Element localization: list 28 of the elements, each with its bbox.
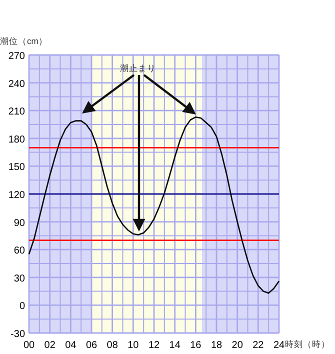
x-tick-label: 00 — [23, 340, 35, 351]
y-axis-title: 潮位（cm） — [0, 36, 48, 46]
y-tick-label: 120 — [8, 190, 26, 201]
y-tick-label: 270 — [8, 51, 26, 62]
y-tick-label: 30 — [14, 273, 26, 284]
x-tick-label: 24 — [273, 340, 285, 351]
y-tick-label: 90 — [14, 218, 26, 229]
x-tick-label: 10 — [128, 340, 140, 351]
x-tick-label: 18 — [210, 340, 222, 351]
x-axis-title: 時刻（時） — [285, 339, 330, 349]
x-tick-label: 02 — [44, 340, 56, 351]
x-tick-label: 04 — [65, 340, 77, 351]
x-tick-label: 06 — [86, 340, 98, 351]
x-tick-label: 08 — [106, 340, 118, 351]
y-tick-label: 150 — [8, 162, 26, 174]
y-tick-label: 0 — [19, 301, 26, 312]
x-tick-label: 14 — [169, 340, 181, 351]
y-tick-label: 240 — [8, 78, 26, 90]
x-tick-label: 12 — [148, 340, 160, 351]
annotation: 潮止まり — [120, 63, 156, 73]
y-tick-label: -30 — [10, 329, 26, 340]
y-tick-label: 180 — [8, 134, 26, 146]
y-tick-label: 60 — [14, 246, 26, 257]
line-series — [28, 116, 280, 294]
x-tick-label: 20 — [232, 340, 244, 351]
x-tick-label: 22 — [252, 340, 264, 351]
x-tick-label: 16 — [190, 340, 202, 351]
y-tick-label: 210 — [8, 106, 26, 118]
